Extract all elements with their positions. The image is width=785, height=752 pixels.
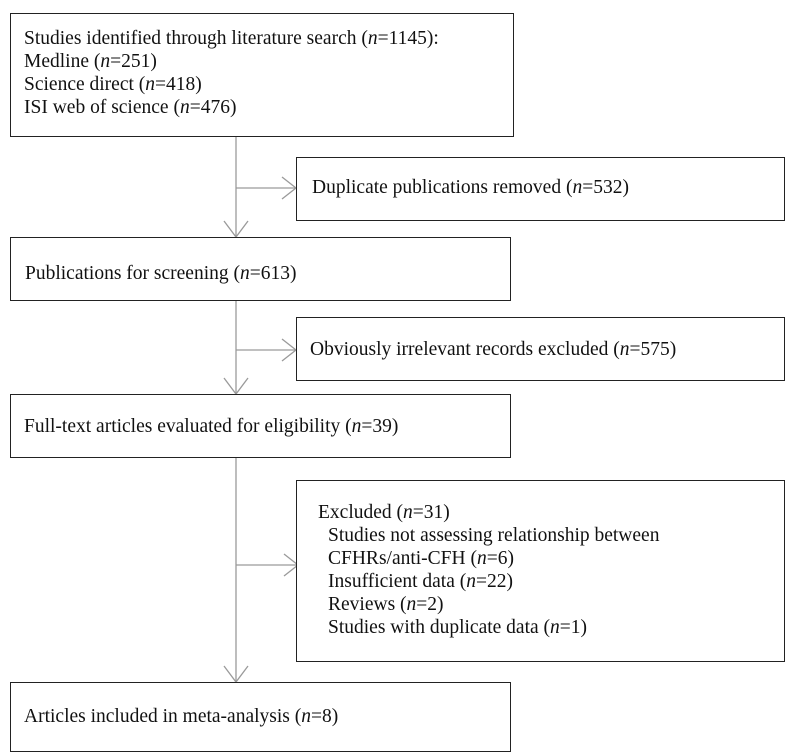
excluded-header: Excluded (n=31) xyxy=(318,502,450,523)
source-medline: Medline (n=251) xyxy=(24,51,157,72)
reason-reviews: Reviews (n=2) xyxy=(328,594,444,615)
fulltext-count: 39 xyxy=(372,416,392,437)
source-isi-web-of-science: ISI web of science (n=476) xyxy=(24,97,237,118)
duplicates-count: 532 xyxy=(593,177,623,198)
duplicates-label: Duplicate publications removed xyxy=(312,177,562,198)
reason-insufficient-data: Insufficient data (n=22) xyxy=(328,571,514,592)
reason-not-assessing: CFHRs/anti-CFH (n=6) xyxy=(328,548,514,569)
duplicates-removed-box: Duplicate publications removed (n=532) xyxy=(296,157,785,221)
source-science-direct: Science direct (n=418) xyxy=(24,74,202,95)
irrelevant-excluded-box: Obviously irrelevant records excluded (n… xyxy=(296,317,785,381)
irrelevant-label: Obviously irrelevant records excluded xyxy=(310,339,609,360)
screening-label: Publications for screening xyxy=(25,263,229,284)
reason-not-assessing-line1: Studies not assessing relationship betwe… xyxy=(328,525,660,546)
included-label: Articles included in meta-analysis xyxy=(24,706,290,727)
included-count: 8 xyxy=(322,706,332,727)
fulltext-label: Full-text articles evaluated for eligibi… xyxy=(24,416,341,437)
identified-count: 1145 xyxy=(388,28,427,49)
identified-title: Studies identified through literature se… xyxy=(24,28,357,49)
identified-records-box: Studies identified through literature se… xyxy=(10,13,514,137)
included-meta-analysis-box: Articles included in meta-analysis (n=8) xyxy=(10,682,511,752)
excluded-count: 31 xyxy=(423,502,444,523)
excluded-articles-box: Excluded (n=31) Studies not assessing re… xyxy=(296,480,785,662)
screening-count: 613 xyxy=(260,263,290,284)
reason-duplicate-data: Studies with duplicate data (n=1) xyxy=(328,617,588,638)
irrelevant-count: 575 xyxy=(640,339,670,360)
identified-title-line: Studies identified through literature se… xyxy=(24,28,439,49)
screening-box: Publications for screening (n=613) xyxy=(10,237,511,301)
fulltext-eligibility-box: Full-text articles evaluated for eligibi… xyxy=(10,394,511,458)
